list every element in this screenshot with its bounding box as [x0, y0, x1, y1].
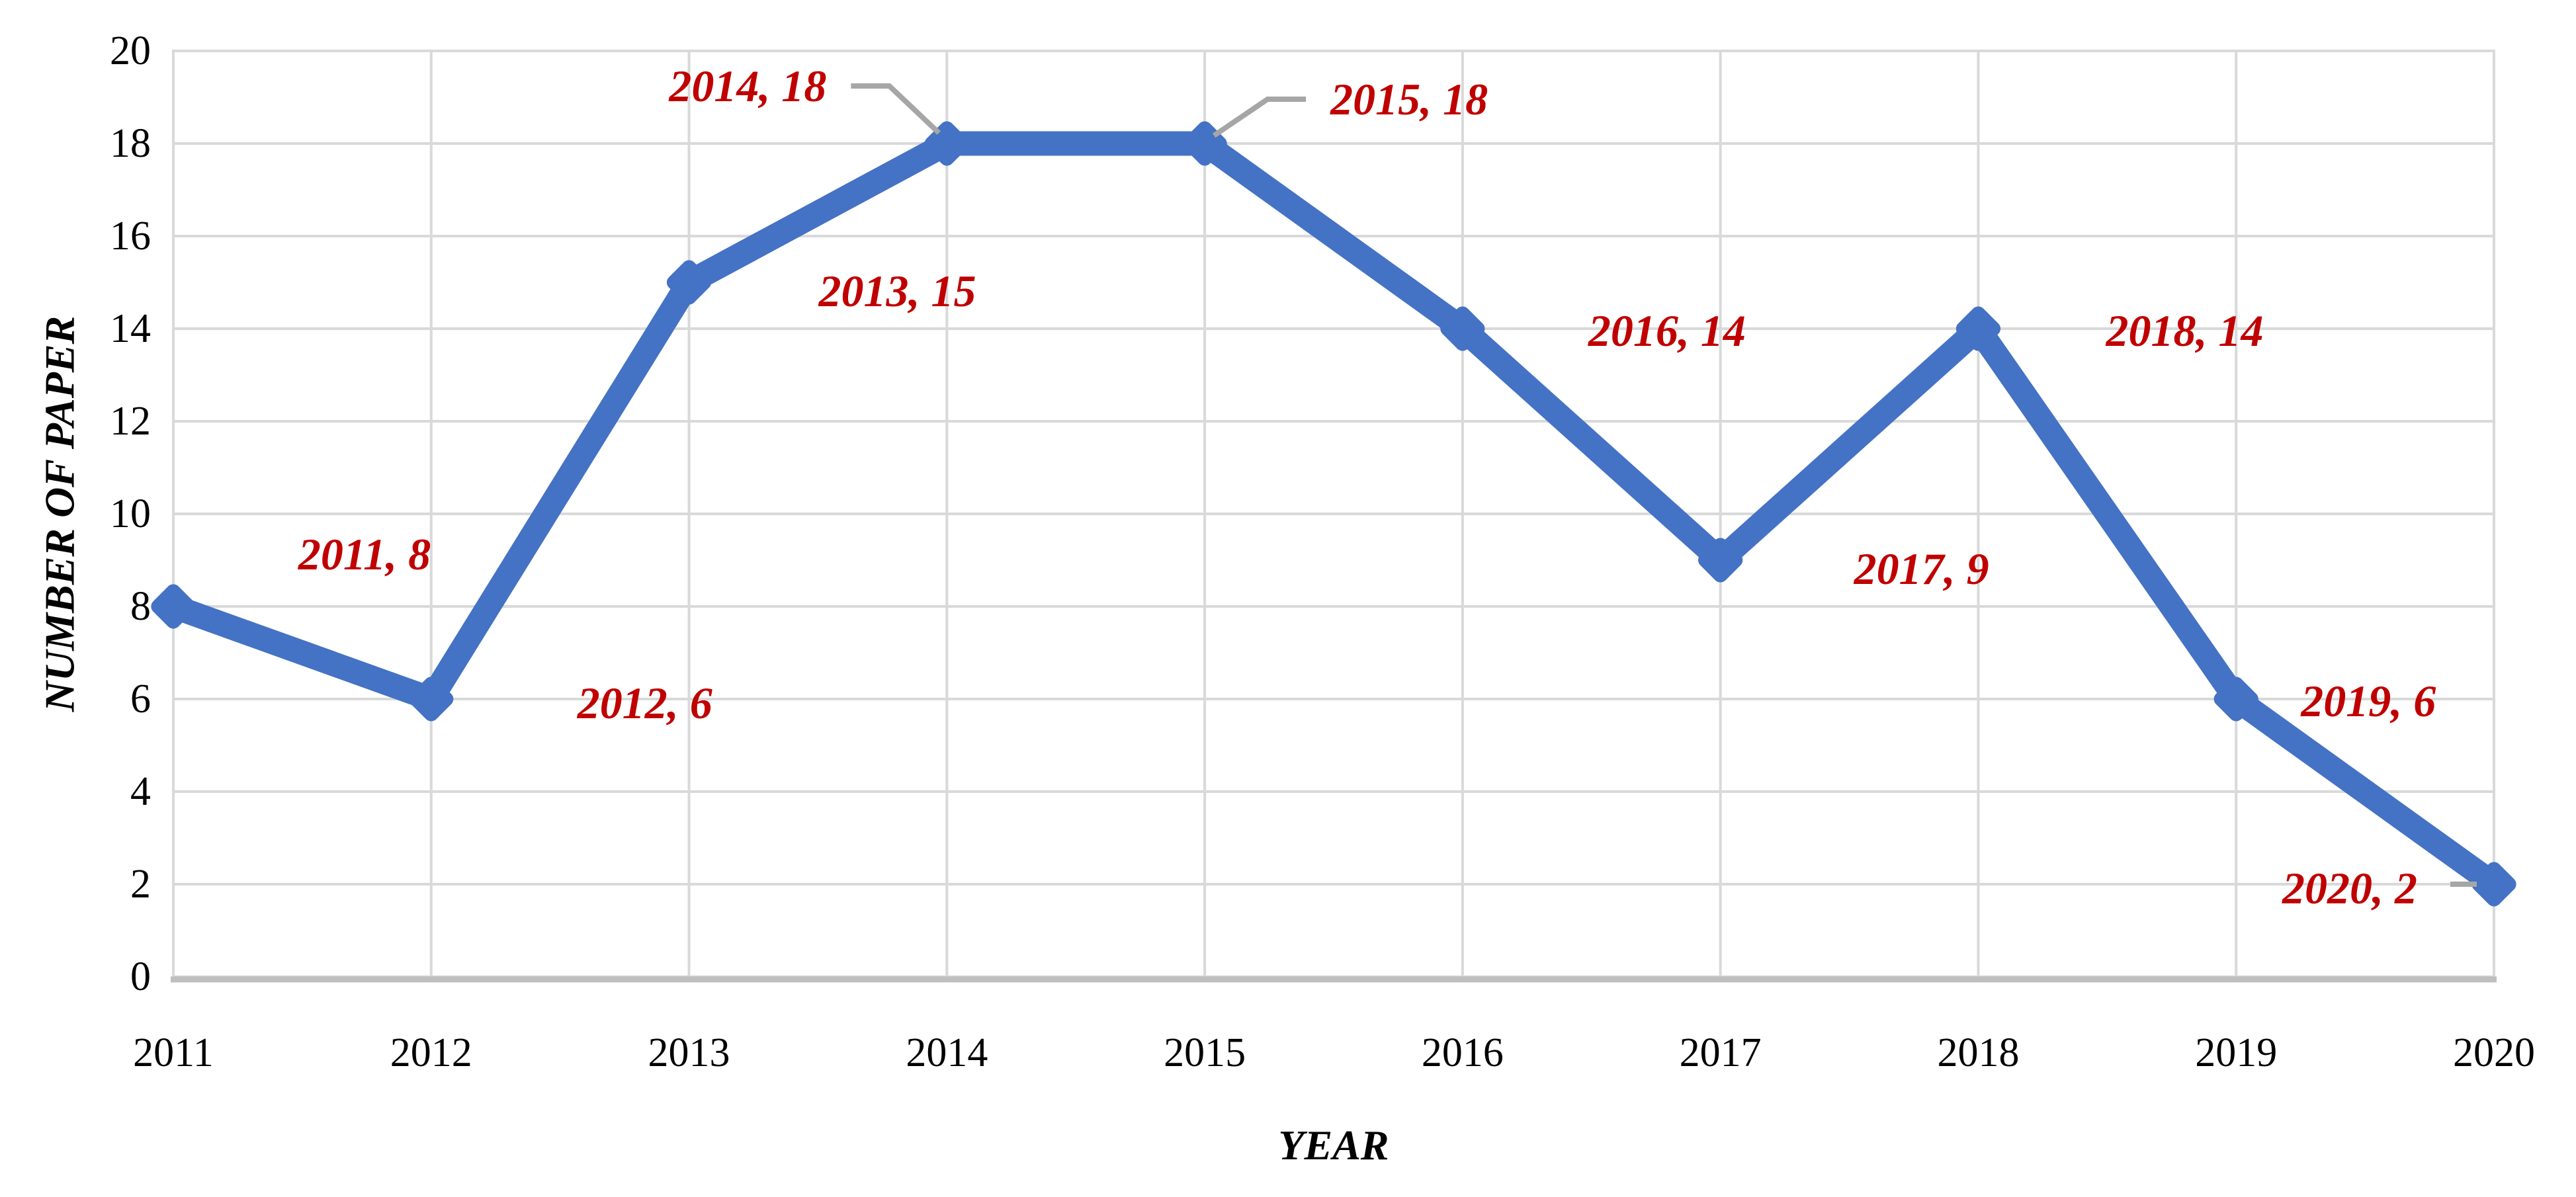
y-tick-label-2: 2 [130, 862, 151, 907]
x-tick-label-2017: 2017 [1680, 1030, 1762, 1075]
data-label-2014: 2014, 18 [668, 61, 826, 111]
data-point-marker-2011 [151, 584, 196, 629]
data-label-2015: 2015, 18 [1330, 74, 1488, 124]
leader-line [851, 83, 941, 135]
data-label-2017: 2017, 9 [1854, 544, 1989, 594]
x-tick-label-2015: 2015 [1164, 1030, 1246, 1075]
y-tick-label-4: 4 [130, 769, 151, 814]
x-axis-tick-labels: 2011 2012 2013 2014 2015 2016 2017 2018 2019 2020 [133, 1030, 2535, 1075]
y-tick-label-0: 0 [130, 954, 151, 999]
x-tick-label-2012: 2012 [390, 1030, 472, 1075]
y-tick-label-20: 20 [110, 28, 151, 73]
x-tick-label-2014: 2014 [906, 1030, 988, 1075]
data-point-marker-2019 [2213, 677, 2258, 722]
data-point-marker-2016 [1440, 306, 1485, 351]
y-tick-label-12: 12 [110, 399, 151, 444]
data-point-marker-2012 [409, 677, 454, 722]
x-tick-label-2020: 2020 [2453, 1030, 2535, 1075]
data-point-marker-2020 [2471, 862, 2516, 907]
y-tick-label-8: 8 [130, 584, 151, 629]
data-labels: 2011, 8 2012, 6 2013, 15 2014, 18 2015, 18 20… [298, 61, 2436, 913]
data-label-2011: 2011, 8 [298, 529, 431, 579]
data-point-marker-2013 [666, 260, 712, 305]
x-axis-title: YEAR [1278, 1122, 1389, 1169]
data-point-marker-2017 [1698, 538, 1743, 583]
y-tick-label-14: 14 [110, 306, 151, 351]
y-axis-title: NUMBER OF PAPER [36, 316, 83, 713]
y-tick-label-10: 10 [110, 491, 151, 536]
y-tick-label-6: 6 [130, 677, 151, 722]
y-tick-label-18: 18 [110, 121, 151, 166]
x-tick-label-2016: 2016 [1422, 1030, 1504, 1075]
x-tick-label-2013: 2013 [648, 1030, 730, 1075]
x-tick-label-2018: 2018 [1937, 1030, 2019, 1075]
y-axis-tick-labels: 0 2 4 6 8 10 12 14 16 18 20 [110, 28, 151, 999]
data-label-2013: 2013, 15 [818, 266, 976, 316]
data-label-2019: 2019, 6 [2300, 676, 2436, 726]
data-label-2018: 2018, 14 [2105, 306, 2263, 356]
data-label-2012: 2012, 6 [577, 678, 712, 728]
leader-lines [851, 83, 2477, 887]
y-tick-label-16: 16 [110, 214, 151, 259]
plot-border [171, 50, 2497, 983]
x-tick-label-2019: 2019 [2195, 1030, 2277, 1075]
leader-line [1212, 97, 1307, 138]
series-line [161, 131, 2507, 897]
gridlines [172, 50, 2495, 977]
data-label-2016: 2016, 14 [1588, 306, 1746, 356]
data-label-2020: 2020, 2 [2282, 863, 2417, 913]
x-tick-label-2011: 2011 [133, 1030, 214, 1075]
data-point-marker-2018 [1955, 306, 2001, 351]
